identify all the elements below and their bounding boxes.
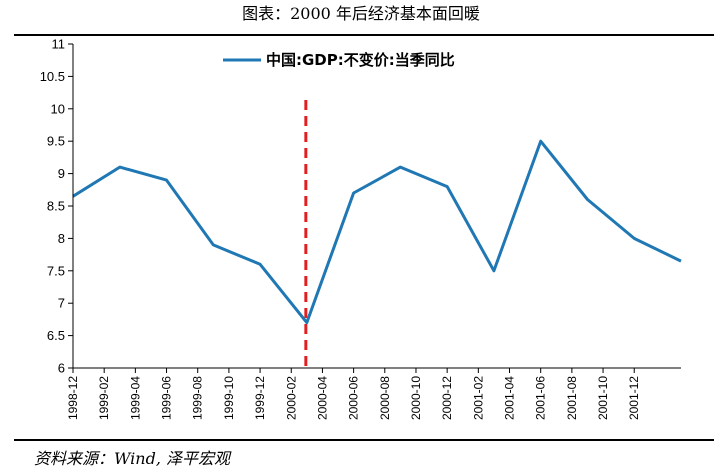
bottom-rule xyxy=(14,439,714,441)
x-tick-label: 1999-06 xyxy=(160,376,174,420)
chart-title: 图表：2000 年后经济基本面回暖 xyxy=(242,4,480,23)
x-axis: 1998-12 1999-02 1999-04 1999-06 1999-08 1999-… xyxy=(66,367,681,420)
x-tick-label: 1999-10 xyxy=(222,376,236,420)
y-tick-label: 7.5 xyxy=(47,263,65,278)
x-tick-label: 2000-04 xyxy=(315,376,329,420)
x-tick-label: 2000-12 xyxy=(440,376,454,420)
y-tick-label: 8.5 xyxy=(47,199,65,214)
x-tick-label: 1999-04 xyxy=(128,376,142,420)
top-rule xyxy=(14,34,714,36)
x-tick-label: 1999-12 xyxy=(253,376,267,420)
y-tick-label: 6 xyxy=(58,361,65,376)
x-tick-label: 1998-12 xyxy=(66,376,80,420)
x-tick-label: 2000-08 xyxy=(378,376,392,420)
y-tick-label: 7 xyxy=(58,296,65,311)
gdp-series-line xyxy=(72,139,682,325)
y-axis: 6 6.5 7 7.5 8 8.5 9 9.5 10 10.5 11 xyxy=(40,37,74,376)
x-tick-label: 2000-02 xyxy=(284,376,298,420)
y-tick-label: 9.5 xyxy=(47,134,65,149)
x-tick-label: 2001-08 xyxy=(565,376,579,420)
x-tick-label: 2000-06 xyxy=(347,376,361,420)
legend-label: 中国:GDP:不变价:当季同比 xyxy=(266,51,455,69)
x-tick-label: 1999-02 xyxy=(97,376,111,420)
y-tick-label: 8 xyxy=(58,231,65,246)
x-tick-label: 1999-08 xyxy=(191,376,205,420)
y-tick-label: 6.5 xyxy=(47,328,65,343)
source-note: 资料来源：Wind, 泽平宏观 xyxy=(34,449,231,468)
plot-group xyxy=(72,100,682,368)
x-tick-label: 2000-10 xyxy=(409,376,423,420)
x-tick-label: 2001-06 xyxy=(534,376,548,420)
legend: 中国:GDP:不变价:当季同比 xyxy=(223,51,455,69)
x-tick-label: 2001-10 xyxy=(596,376,610,420)
y-tick-label: 11 xyxy=(52,37,66,52)
y-tick-label: 10 xyxy=(51,101,65,116)
x-tick-label: 2001-02 xyxy=(471,376,485,420)
x-tick-label: 2001-04 xyxy=(503,376,517,420)
y-tick-label: 10.5 xyxy=(40,69,65,84)
y-tick-label: 9 xyxy=(58,166,65,181)
x-tick-label: 2001-12 xyxy=(627,376,641,420)
